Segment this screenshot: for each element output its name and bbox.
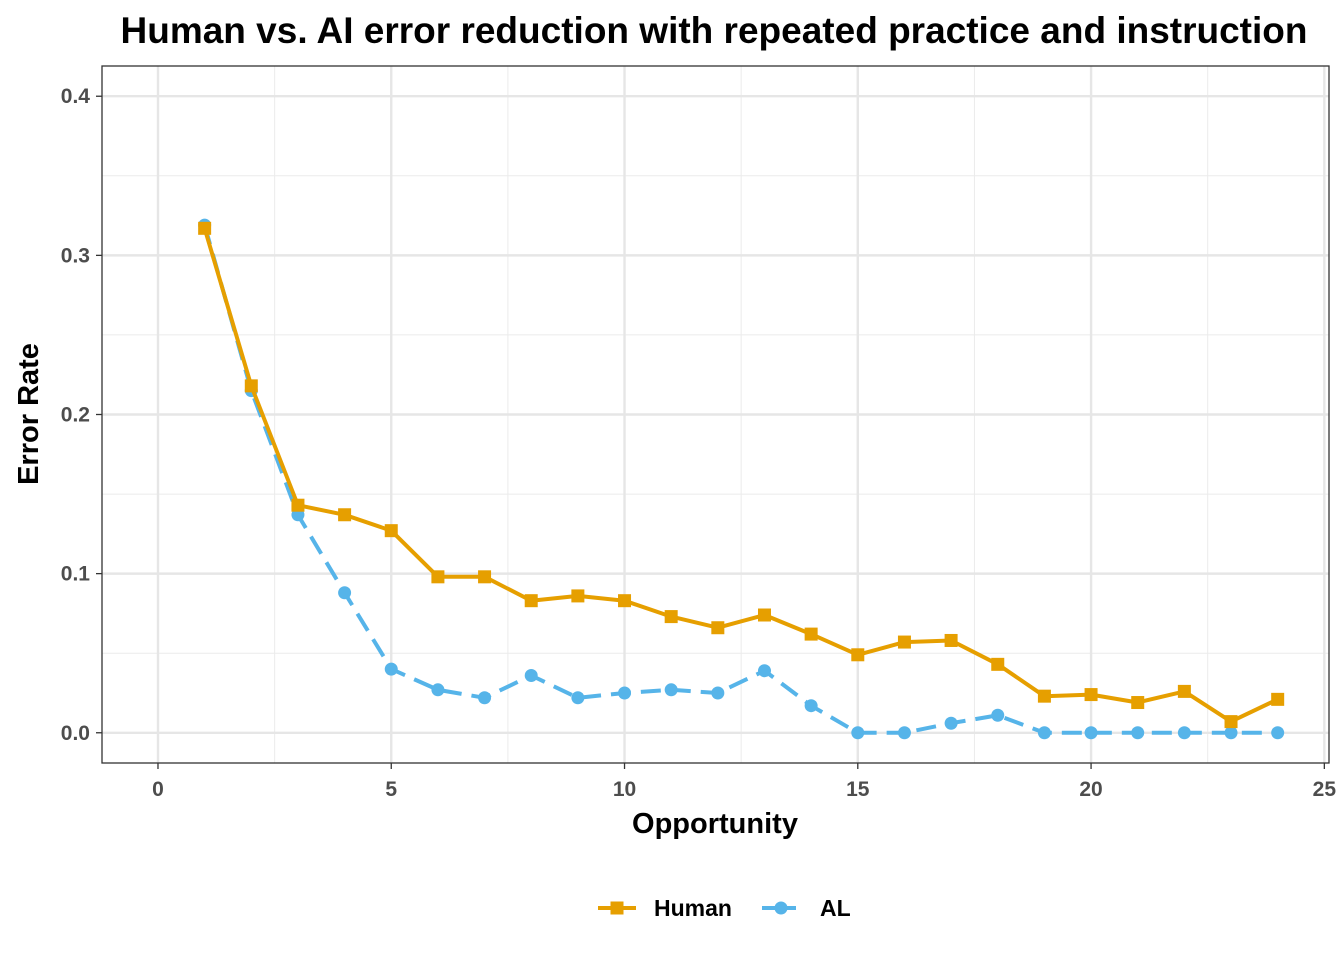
data-point-human	[384, 524, 398, 538]
data-point-al	[1224, 726, 1238, 740]
data-point-al	[991, 708, 1005, 722]
data-point-human	[338, 508, 352, 522]
major-gridlines	[102, 66, 1329, 763]
data-point-al	[851, 726, 865, 740]
legend-label-al: AL	[820, 895, 851, 921]
data-point-al	[1271, 726, 1285, 740]
series-line-human	[202, 227, 1279, 724]
data-point-human	[851, 648, 865, 662]
x-tick-label: 15	[846, 778, 870, 801]
data-point-human	[804, 627, 818, 641]
x-tick-label: 25	[1313, 778, 1337, 801]
data-point-al	[524, 668, 538, 682]
series-layer	[198, 218, 1285, 740]
data-point-al	[1131, 726, 1145, 740]
data-point-al	[664, 683, 678, 697]
data-point-al	[711, 686, 725, 700]
y-axis-title: Error Rate	[13, 343, 45, 485]
data-point-human	[291, 498, 305, 512]
y-axis: 0.0 0.1 0.2 0.3 0.4	[61, 85, 102, 745]
legend-key-human	[598, 901, 636, 915]
chart-title: Human vs. AI error reduction with repeat…	[121, 10, 1308, 51]
data-point-human	[664, 610, 678, 624]
data-point-al	[384, 662, 398, 676]
legend-key-marker-human	[610, 901, 624, 915]
data-point-human	[944, 633, 958, 647]
data-point-human	[1037, 689, 1051, 703]
data-point-human	[524, 594, 538, 608]
x-tick-label: 10	[613, 778, 636, 801]
data-point-al	[338, 586, 352, 600]
legend: Human AL	[598, 895, 851, 921]
data-point-human	[1177, 684, 1191, 698]
x-tick-label: 20	[1079, 778, 1102, 801]
data-point-human	[1271, 692, 1285, 706]
data-point-al	[1037, 726, 1051, 740]
data-point-al	[618, 686, 632, 700]
x-axis-title: Opportunity	[632, 808, 798, 840]
legend-key-al	[762, 901, 800, 915]
x-tick-label: 0	[152, 778, 164, 801]
y-tick-label: 0.0	[61, 722, 90, 745]
y-tick-label: 0.2	[61, 404, 90, 427]
legend-key-marker-al	[774, 901, 788, 915]
data-point-al	[944, 716, 958, 730]
data-point-human	[1084, 688, 1098, 702]
data-point-human	[198, 221, 212, 235]
data-point-human	[244, 379, 258, 393]
y-tick-label: 0.4	[61, 85, 91, 108]
series-human	[198, 221, 1285, 729]
series-line-al	[202, 224, 1278, 735]
data-point-human	[571, 589, 585, 603]
data-point-al	[431, 683, 445, 697]
data-point-al	[478, 691, 492, 705]
y-tick-label: 0.3	[61, 244, 90, 267]
data-point-al	[757, 664, 771, 678]
data-point-al	[897, 726, 911, 740]
data-point-al	[1084, 726, 1098, 740]
x-axis: 0 5 10 15 20 25	[152, 763, 1336, 801]
data-point-human	[478, 570, 492, 584]
data-point-human	[757, 608, 771, 622]
y-tick-label: 0.1	[61, 563, 91, 586]
data-point-human	[1224, 715, 1238, 729]
data-point-human	[897, 635, 911, 649]
data-point-al	[571, 691, 585, 705]
data-point-al	[804, 699, 818, 713]
data-point-human	[711, 621, 725, 635]
data-point-human	[1131, 696, 1145, 710]
data-point-human	[618, 594, 632, 608]
x-tick-label: 5	[385, 778, 397, 801]
data-point-al	[1177, 726, 1191, 740]
data-point-human	[991, 657, 1005, 671]
legend-label-human: Human	[654, 895, 732, 921]
data-point-human	[431, 570, 445, 584]
